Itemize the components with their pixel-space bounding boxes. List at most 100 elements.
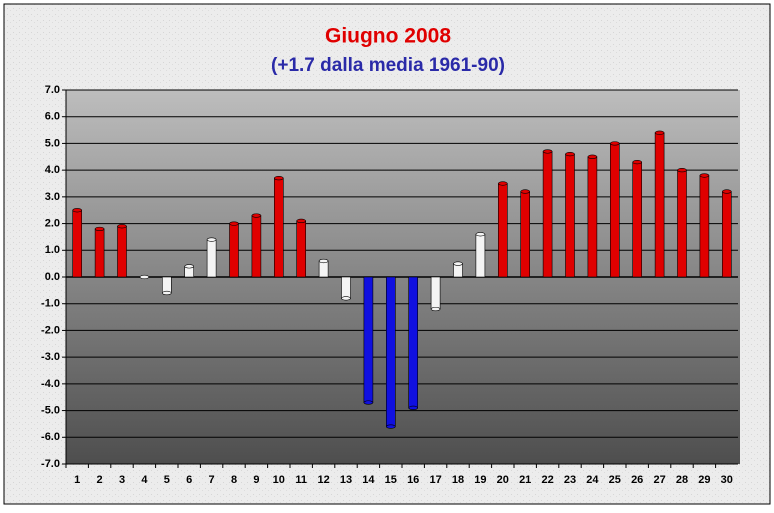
bar-cap xyxy=(229,221,239,226)
x-tick-label: 1 xyxy=(74,474,80,486)
bar xyxy=(318,260,329,278)
x-tick-label: 16 xyxy=(407,474,419,486)
bar xyxy=(72,209,82,278)
y-tick-label: 5.0 xyxy=(45,137,60,149)
bar-group xyxy=(229,221,239,278)
chart-subtitle: (+1.7 dalla media 1961-90) xyxy=(271,55,505,76)
x-tick-label: 11 xyxy=(295,474,307,486)
y-tick-label: 2.0 xyxy=(45,217,60,229)
bar-group xyxy=(721,189,732,278)
bar-group xyxy=(251,213,262,278)
bar-group xyxy=(632,160,643,278)
y-tick-label: 3.0 xyxy=(45,191,60,203)
bar-group xyxy=(542,149,553,278)
bar-group xyxy=(117,224,127,278)
y-tick-label: -4.0 xyxy=(41,378,60,390)
y-tick-label: 4.0 xyxy=(45,164,60,176)
bar-group xyxy=(206,237,217,278)
bar-cap xyxy=(162,290,172,296)
x-tick-label: 8 xyxy=(231,474,237,486)
x-tick-label: 22 xyxy=(541,474,553,486)
bar xyxy=(565,153,575,278)
bar-group xyxy=(184,264,194,278)
bar-group xyxy=(162,276,172,296)
x-tick-label: 29 xyxy=(698,474,710,486)
bar-cap xyxy=(587,154,598,159)
bar-cap xyxy=(654,130,665,135)
x-tick-label: 19 xyxy=(474,474,486,486)
x-tick-label: 9 xyxy=(253,474,259,486)
bar-group xyxy=(341,276,351,301)
y-tick-label: -5.0 xyxy=(41,404,60,416)
bar-group xyxy=(72,208,82,278)
y-tick-label: -7.0 xyxy=(41,458,60,470)
bar xyxy=(251,215,262,278)
bar xyxy=(385,276,396,427)
bar-cap xyxy=(721,189,732,194)
bar xyxy=(408,276,419,409)
x-tick-label: 3 xyxy=(119,474,125,486)
x-tick-label: 27 xyxy=(653,474,665,486)
bar-cap xyxy=(699,173,710,178)
bar-cap xyxy=(72,208,82,213)
bar-cap xyxy=(206,237,217,242)
x-tick-label: 23 xyxy=(564,474,576,486)
bar-group xyxy=(475,232,486,278)
y-tick-label: -2.0 xyxy=(41,324,60,336)
bar xyxy=(587,156,598,278)
y-tick-label: 7.0 xyxy=(45,84,60,96)
bar-cap xyxy=(430,306,441,312)
y-tick-label: 1.0 xyxy=(45,244,60,256)
bar-cap xyxy=(139,274,150,280)
bar-cap xyxy=(565,152,575,157)
bar-group xyxy=(363,276,374,405)
y-tick-label: -3.0 xyxy=(41,351,60,363)
bar-group xyxy=(139,274,150,280)
bar xyxy=(94,228,105,278)
bar-group xyxy=(609,141,620,278)
bar-group xyxy=(520,189,531,278)
x-tick-label: 14 xyxy=(362,474,375,486)
x-tick-label: 4 xyxy=(141,474,148,486)
bar-cap xyxy=(497,181,508,186)
bar xyxy=(699,175,710,278)
y-tick-label: 6.0 xyxy=(45,111,60,123)
bar xyxy=(542,151,553,278)
x-tick-label: 25 xyxy=(609,474,621,486)
bar xyxy=(162,276,172,294)
y-tick-label: -1.0 xyxy=(41,298,60,310)
bar-group xyxy=(677,168,687,278)
x-tick-label: 13 xyxy=(340,474,352,486)
bar-cap xyxy=(94,226,105,232)
bar xyxy=(229,223,239,278)
bar-cap xyxy=(632,160,643,165)
bar-cap xyxy=(341,296,351,301)
bar xyxy=(609,143,620,278)
y-tick-label: 0.0 xyxy=(45,271,60,283)
bar-group xyxy=(430,276,441,312)
x-tick-label: 26 xyxy=(631,474,643,486)
bar xyxy=(206,239,217,278)
x-tick-label: 10 xyxy=(273,474,285,486)
bar-cap xyxy=(318,258,329,264)
bar-group xyxy=(408,276,419,411)
bar-group xyxy=(318,258,329,278)
bar xyxy=(117,225,127,278)
x-tick-label: 20 xyxy=(497,474,509,486)
bar xyxy=(430,276,441,310)
x-tick-label: 7 xyxy=(209,474,215,486)
bar-group xyxy=(497,181,508,278)
bar-cap xyxy=(296,218,307,223)
bar-cap xyxy=(609,141,620,146)
bar-cap xyxy=(408,405,419,411)
bar-cap xyxy=(363,400,374,405)
bar-group xyxy=(654,130,665,278)
bar-cap xyxy=(453,261,463,266)
bar xyxy=(721,191,732,278)
bar xyxy=(475,233,486,278)
y-tick-label: -6.0 xyxy=(41,431,60,443)
x-tick-label: 12 xyxy=(317,474,329,486)
bar-group xyxy=(94,226,105,278)
